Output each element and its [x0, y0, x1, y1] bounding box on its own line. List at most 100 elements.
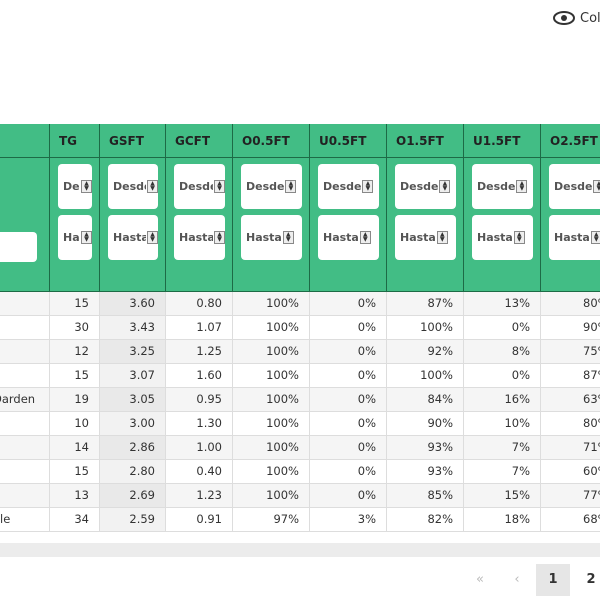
header-cell[interactable]: TG	[50, 124, 100, 158]
header-cell[interactable]: U0.5FT	[310, 124, 387, 158]
table-cell: 1.30	[166, 412, 233, 436]
table-cell: 15	[50, 460, 100, 484]
placeholder: Hasta	[554, 231, 590, 244]
column-label: O0.5FT	[242, 134, 290, 148]
placeholder: Hasta	[63, 231, 80, 244]
columns-button[interactable]: Columns	[553, 8, 600, 28]
header-cell[interactable]: O0.5FT	[233, 124, 310, 158]
filter-from[interactable]: Desde▲▼	[472, 164, 533, 209]
table-cell: 100%	[233, 316, 310, 340]
table-cell: 100%	[387, 364, 464, 388]
table-cell: 93%	[387, 460, 464, 484]
filter-to[interactable]: Hasta▲▼	[108, 215, 158, 260]
table-cell: 2.86	[100, 436, 166, 460]
filter-from[interactable]: Desde▲▼	[174, 164, 225, 209]
placeholder: Desde	[179, 180, 213, 193]
filter-from[interactable]: Desde▲▼	[58, 164, 92, 209]
spinner[interactable]: ▲ ▼	[147, 180, 158, 193]
table-cell: 100%	[233, 412, 310, 436]
filter-to[interactable]: Hasta▲▼	[174, 215, 225, 260]
spinner[interactable]: ▲ ▼	[147, 231, 158, 244]
eye-icon	[553, 11, 575, 25]
table-cell: 87%	[387, 292, 464, 316]
name-filter[interactable]	[0, 232, 37, 262]
table-cell: 100%	[233, 292, 310, 316]
spinner[interactable]: ▲ ▼	[81, 231, 92, 244]
filter-to[interactable]: Hasta▲▼	[472, 215, 533, 260]
table-cell: 100%	[233, 460, 310, 484]
spinner[interactable]: ▲ ▼	[214, 180, 225, 193]
column-label: U0.5FT	[319, 134, 367, 148]
page-button[interactable]: 2	[586, 572, 596, 587]
table-cell: 0.40	[166, 460, 233, 484]
filter-from[interactable]: Desde▲▼	[108, 164, 158, 209]
spinner[interactable]: ▲ ▼	[593, 180, 600, 193]
spinner[interactable]: ▲ ▼	[214, 231, 225, 244]
placeholder: Hasta	[113, 231, 146, 244]
table-cell: 0.91	[166, 508, 233, 532]
scrollbar[interactable]	[0, 543, 600, 557]
placeholder: Desde	[246, 180, 285, 193]
spinner[interactable]: ▲ ▼	[362, 180, 374, 193]
placeholder: Hasta	[179, 231, 213, 244]
filter-to[interactable]: Hasta▲▼	[395, 215, 456, 260]
spinner[interactable]: ▲ ▼	[513, 231, 525, 244]
row-name: ale	[0, 512, 11, 526]
filter-cell: Desde▲▼Hasta▲▼	[166, 158, 233, 292]
filter-from[interactable]: Desde▲▼	[395, 164, 456, 209]
prev-page[interactable]: ‹	[514, 572, 520, 587]
header-cell[interactable]: GSFT	[100, 124, 166, 158]
filter-to[interactable]: Hasta▲▼	[549, 215, 600, 260]
table-cell: 0%	[310, 484, 387, 508]
row-name-cell	[0, 484, 50, 508]
table-cell: 2.80	[100, 460, 166, 484]
table-cell: 3.07	[100, 364, 166, 388]
table-cell: 100%	[233, 484, 310, 508]
filter-cell	[0, 158, 50, 292]
table-cell: 1.23	[166, 484, 233, 508]
column-label: O2.5FT	[550, 134, 598, 148]
row-name-cell	[0, 316, 50, 340]
spinner[interactable]: ▲ ▼	[81, 180, 92, 193]
table-cell: 0%	[310, 388, 387, 412]
header-cell[interactable]: O2.5FT	[541, 124, 600, 158]
spinner[interactable]: ▲ ▼	[516, 180, 528, 193]
filter-from[interactable]: Desde▲▼	[241, 164, 302, 209]
row-name-cell	[0, 364, 50, 388]
filter-from[interactable]: Desde▲▼	[549, 164, 600, 209]
filter-to[interactable]: Hasta▲▼	[58, 215, 92, 260]
table-cell: 13%	[464, 292, 541, 316]
first-page[interactable]: «	[476, 572, 484, 587]
filter-to[interactable]: Hasta▲▼	[241, 215, 302, 260]
column-label: GSFT	[109, 134, 144, 148]
table-cell: 0%	[310, 412, 387, 436]
table-cell: 12	[50, 340, 100, 364]
table-cell: 18%	[464, 508, 541, 532]
spinner[interactable]: ▲ ▼	[439, 180, 451, 193]
header-cell[interactable]: U1.5FT	[464, 124, 541, 158]
spinner[interactable]: ▲ ▼	[359, 231, 371, 244]
row-name-cell: Darden	[0, 388, 50, 412]
column-label: GCFT	[175, 134, 211, 148]
table-cell: 0%	[310, 316, 387, 340]
spinner[interactable]: ▲ ▼	[282, 231, 294, 244]
table-cell: 3.00	[100, 412, 166, 436]
placeholder: Desde	[400, 180, 439, 193]
table-cell: 63%	[541, 388, 600, 412]
spinner[interactable]: ▲ ▼	[436, 231, 448, 244]
table-cell: 87%	[541, 364, 600, 388]
table-cell: 71%	[541, 436, 600, 460]
header-cell[interactable]: O1.5FT	[387, 124, 464, 158]
table-cell: 0.95	[166, 388, 233, 412]
filter-to[interactable]: Hasta▲▼	[318, 215, 379, 260]
spinner[interactable]: ▲ ▼	[285, 180, 297, 193]
page-button[interactable]: 1	[536, 564, 570, 596]
header-cell[interactable]: GCFT	[166, 124, 233, 158]
table-cell: 85%	[387, 484, 464, 508]
table-cell: 30	[50, 316, 100, 340]
filter-from[interactable]: Desde▲▼	[318, 164, 379, 209]
spinner[interactable]: ▲ ▼	[590, 231, 600, 244]
filter-cell: Desde▲▼Hasta▲▼	[233, 158, 310, 292]
filter-cell: Desde▲▼Hasta▲▼	[50, 158, 100, 292]
